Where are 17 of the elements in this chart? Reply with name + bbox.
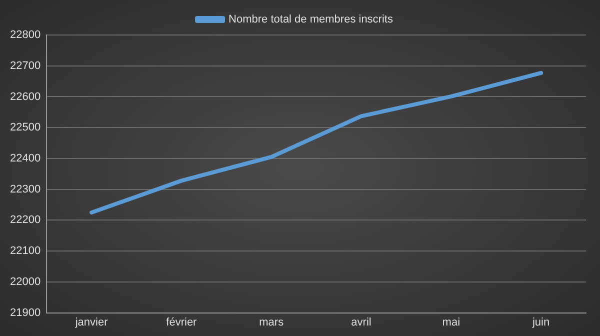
- x-tick-label: avril: [351, 316, 372, 328]
- x-tick-label: mai: [442, 316, 460, 328]
- x-tick-label: février: [166, 316, 198, 328]
- y-tick-label: 22000: [10, 276, 41, 288]
- y-tick-label: 22800: [10, 29, 41, 42]
- y-tick-label: 22200: [10, 214, 41, 226]
- x-tick-label: mars: [259, 316, 284, 328]
- y-tick-label: 22300: [10, 183, 41, 196]
- y-tick-label: 22400: [10, 152, 41, 164]
- y-tick-label: 21900: [10, 306, 41, 319]
- y-tick-label: 22100: [10, 245, 41, 258]
- x-tick-label: juin: [531, 316, 550, 328]
- x-tick-label: janvier: [74, 316, 108, 328]
- y-tick-label: 22600: [10, 90, 41, 103]
- legend-label: Nombre total de membres inscrits: [228, 14, 394, 26]
- y-tick-label: 22700: [10, 60, 41, 72]
- y-tick-label: 22500: [10, 122, 41, 134]
